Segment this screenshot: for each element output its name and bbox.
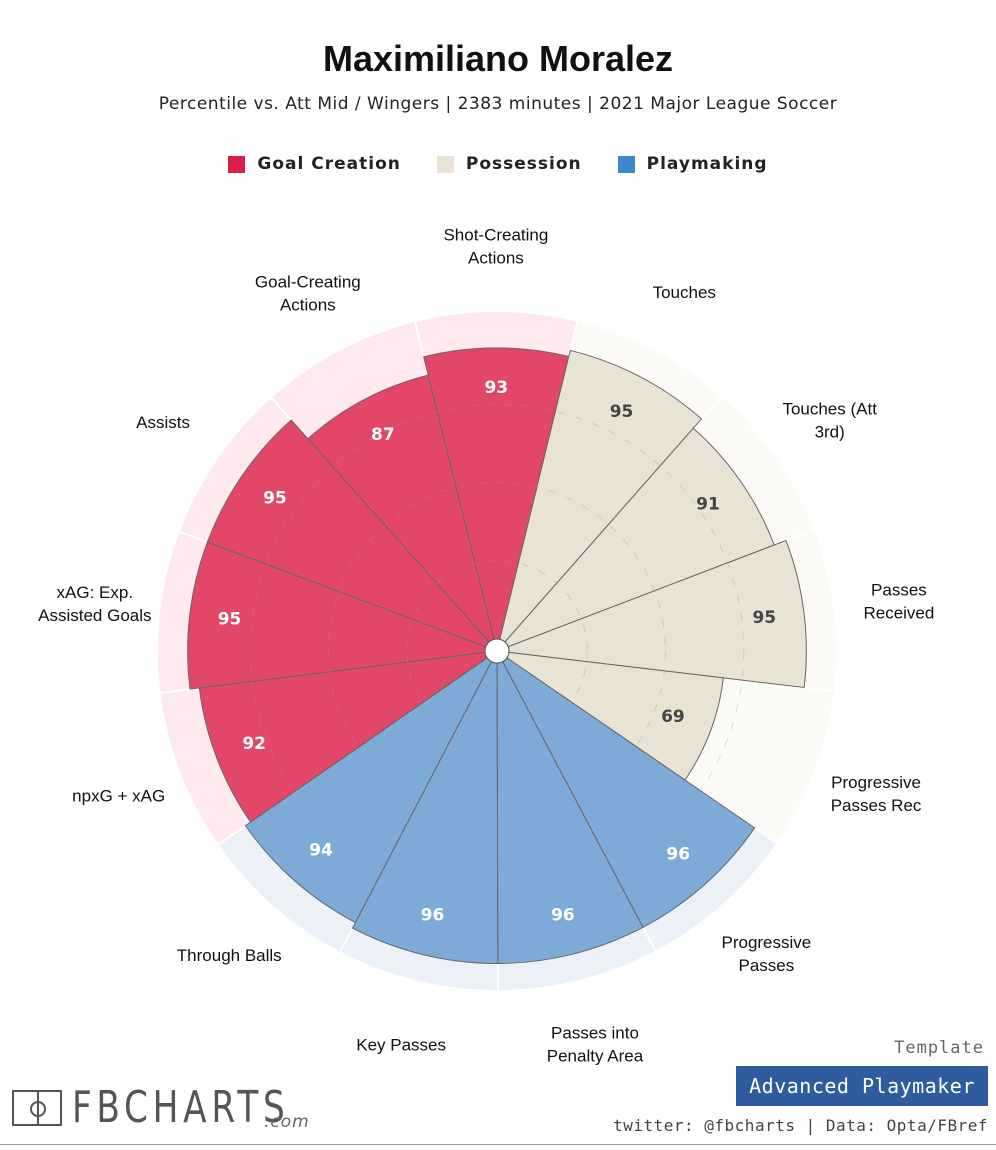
metric-label: npxG + xAG: [72, 787, 165, 806]
value-label: 93: [484, 378, 508, 398]
legend-swatch-playmaking: [617, 155, 635, 173]
gridline: [249, 403, 745, 899]
metric-label: Touches: [653, 283, 716, 302]
credits: twitter: @fbcharts | Data: Opta/FBref: [613, 1116, 988, 1135]
logo-suffix: .com: [264, 1112, 310, 1132]
metric-label: Through Balls: [177, 946, 282, 965]
value-label: 95: [752, 608, 776, 628]
value-label: 95: [263, 489, 287, 509]
template-label: Template: [894, 1038, 984, 1058]
value-label: 91: [696, 495, 720, 515]
legend-label: Possession: [465, 154, 582, 174]
value-label: 95: [218, 609, 242, 629]
chart-subtitle: Percentile vs. Att Mid / Wingers | 2383 …: [158, 94, 838, 114]
fbcharts-logo: FBCHARTS .com: [12, 1082, 351, 1133]
metric-label: Touches (Att 3rd): [782, 400, 877, 442]
gridline: [406, 560, 588, 742]
legend-item-playmaking: Playmaking: [617, 154, 768, 174]
metric-label: Shot-Creating Actions: [443, 226, 548, 268]
metric-label: Progressive Passes Rec: [831, 773, 922, 815]
legend: Goal Creation Possession Playmaking: [0, 154, 996, 174]
legend-item-possession: Possession: [436, 154, 582, 174]
value-label: 96: [551, 905, 575, 925]
gridline: [328, 482, 666, 820]
legend-swatch-goal-creation: [228, 155, 246, 173]
value-label: 94: [309, 841, 333, 861]
center-circle: [484, 638, 510, 664]
logo-text: FBCHARTS: [72, 1082, 290, 1133]
template-name-badge: Advanced Playmaker: [736, 1066, 988, 1106]
chart-title: Maximiliano Moralez: [322, 38, 674, 79]
metric-label: Passes Received: [863, 581, 934, 623]
value-label: 87: [371, 425, 395, 445]
metric-label: Progressive Passes: [721, 933, 811, 975]
legend-item-goal-creation: Goal Creation: [228, 154, 400, 174]
legend-label: Goal Creation: [257, 154, 401, 174]
metric-label: Goal-Creating Actions: [255, 272, 361, 314]
value-label: 96: [666, 844, 690, 864]
footer-divider: [0, 1144, 996, 1145]
value-label: 95: [610, 402, 634, 422]
legend-label: Playmaking: [646, 154, 768, 174]
legend-swatch-possession: [436, 155, 454, 173]
metric-label: xAG: Exp. Assisted Goals: [38, 583, 151, 625]
metric-label: Assists: [136, 413, 190, 432]
value-label: 92: [242, 734, 266, 754]
pitch-icon: [12, 1090, 62, 1126]
value-label: 69: [661, 707, 685, 727]
metric-label: Passes into Penalty Area: [547, 1023, 644, 1065]
metric-label: Key Passes: [356, 1035, 446, 1054]
value-label: 96: [421, 906, 445, 926]
